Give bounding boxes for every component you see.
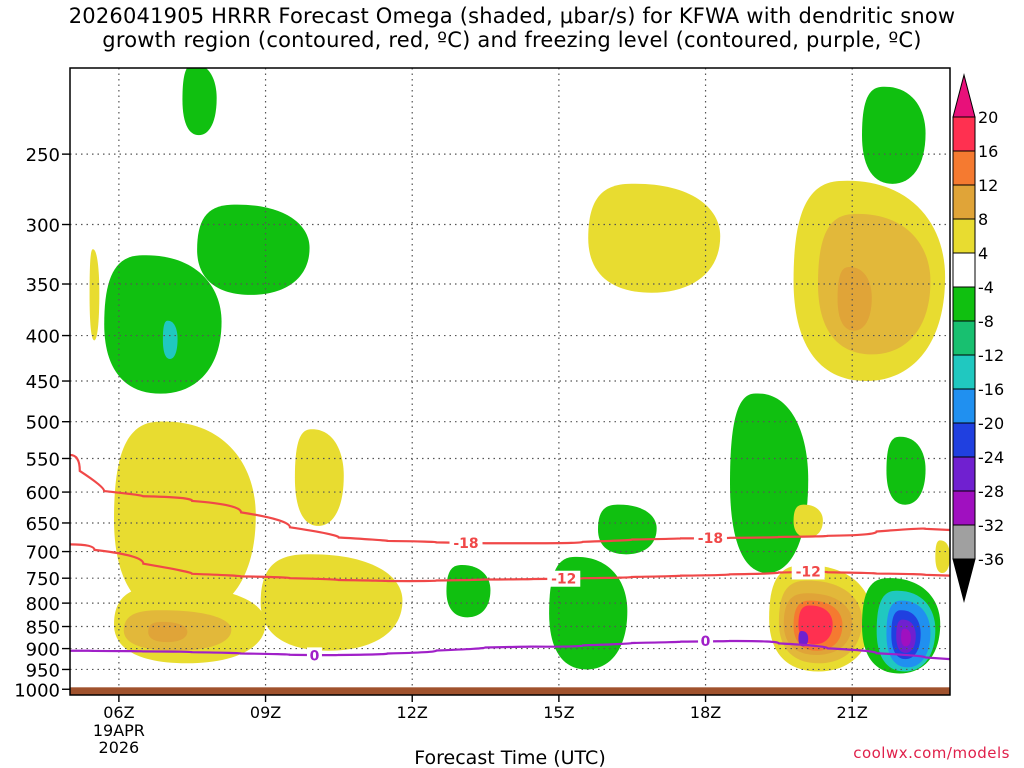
omega-region--12: [162, 320, 178, 359]
colorbar-label--16: -16: [978, 380, 1004, 399]
x-tick-label-15Z: 15Z: [543, 703, 574, 722]
contour-line--12: [70, 543, 950, 583]
x-tick-label-21Z: 21Z: [837, 703, 868, 722]
contour-label-0: 0: [701, 634, 711, 650]
omega-region--24: [798, 631, 809, 647]
y-tick-label-750: 750: [26, 569, 60, 590]
colorbar-top-arrow: [952, 73, 976, 118]
colorbar-label-8: 8: [978, 210, 988, 229]
colorbar-segment-0: [952, 116, 976, 152]
contour-label--12: -12: [551, 572, 576, 588]
omega-region--8: [182, 68, 217, 136]
contour-label-bg: [698, 633, 714, 650]
omega-region--8: [886, 436, 926, 505]
y-tick-label-550: 550: [26, 449, 60, 470]
colorbar-label--8: -8: [978, 312, 994, 331]
omega-region--28: [901, 628, 911, 647]
colorbar-label--32: -32: [978, 516, 1004, 535]
colorbar-label--12: -12: [978, 346, 1004, 365]
x-tick-label-06Z: 06Z: [103, 703, 134, 722]
title-line-1: 2026041905 HRRR Forecast Omega (shaded, …: [68, 4, 956, 28]
colorbar-label--24: -24: [978, 448, 1004, 467]
x-tick-label-09Z: 09Z: [250, 703, 281, 722]
surface-ground: [70, 687, 950, 695]
omega-region-4: [114, 421, 256, 618]
omega-region--8: [730, 393, 809, 574]
contour-label-0: 0: [310, 648, 320, 664]
y-tick-label-850: 850: [26, 618, 60, 639]
y-tick-label-700: 700: [26, 543, 60, 564]
contour-line-0: [70, 639, 950, 661]
x-date-label: 2026: [99, 738, 140, 757]
contour-label-bg: [547, 570, 581, 587]
colorbar-label-12: 12: [978, 176, 998, 195]
colorbar-segment-2: [952, 184, 976, 220]
contour-label-bg: [693, 530, 727, 547]
colorbar-segment-11: [952, 490, 976, 526]
omega-region-4: [588, 183, 721, 293]
colorbar-segment-10: [952, 456, 976, 492]
y-tick-label-300: 300: [26, 216, 60, 237]
omega-region-4: [260, 554, 403, 651]
y-tick-label-350: 350: [26, 275, 60, 296]
x-date-label: 19APR: [93, 721, 145, 740]
omega-shading: [89, 68, 950, 674]
omega-region--8: [598, 504, 657, 555]
x-axis-label: Forecast Time (UTC): [414, 747, 605, 768]
contour-label-bg: [791, 563, 825, 580]
temperature-contours: -18 -18 -12 -12 0 0: [70, 453, 950, 664]
colorbar-label--20: -20: [978, 414, 1004, 433]
colorbar-label--4: -4: [978, 278, 994, 297]
y-tick-label-500: 500: [26, 413, 60, 434]
omega-region-4: [294, 429, 344, 526]
colorbar-label-20: 20: [978, 108, 998, 127]
omega-region--8: [104, 255, 222, 394]
colorbar-segment-8: [952, 388, 976, 424]
y-tick-label-1000: 1000: [14, 680, 60, 701]
omega-region-4: [89, 249, 100, 341]
contour-label--18: -18: [698, 531, 723, 547]
chart-title: 2026041905 HRRR Forecast Omega (shaded, …: [0, 4, 1024, 52]
contour-label--12: -12: [796, 564, 821, 580]
colorbar-label--36: -36: [978, 550, 1004, 569]
colorbar-label--28: -28: [978, 482, 1004, 501]
y-tick-label-950: 950: [26, 660, 60, 681]
colorbar-label-4: 4: [978, 244, 988, 263]
colorbar-segment-1: [952, 150, 976, 186]
contour-label--18: -18: [453, 536, 478, 552]
colorbar-segment-9: [952, 422, 976, 458]
x-tick-label-12Z: 12Z: [397, 703, 428, 722]
omega-region-4: [793, 504, 823, 538]
y-tick-label-600: 600: [26, 483, 60, 504]
y-tick-label-250: 250: [26, 145, 60, 166]
colorbar-segment-4: [952, 252, 976, 288]
contour-label-bg: [306, 647, 322, 664]
omega-region--8: [446, 565, 491, 618]
title-line-2: growth region (contoured, red, ºC) and f…: [102, 28, 922, 52]
colorbar: 20 16 12 8 4 -4 -8 -12 -16 -20 -24 -28 -32 -36: [952, 73, 1004, 603]
colorbar-segment-5: [952, 286, 976, 322]
y-axis: 2503003504004505005506006507007508008509…: [14, 145, 70, 701]
colorbar-segment-6: [952, 320, 976, 356]
x-tick-label-18Z: 18Z: [690, 703, 721, 722]
colorbar-segment-3: [952, 218, 976, 254]
colorbar-segment-12: [952, 524, 976, 560]
omega-region-4: [935, 540, 950, 574]
colorbar-label-16: 16: [978, 142, 998, 161]
colorbar-bottom-arrow: [952, 558, 976, 603]
contour-label-bg: [449, 535, 483, 552]
omega-region--8: [197, 204, 310, 295]
grid-lines: [70, 68, 950, 695]
y-tick-label-650: 650: [26, 514, 60, 535]
credit-text[interactable]: coolwx.com/models: [853, 744, 1010, 762]
y-tick-label-450: 450: [26, 372, 60, 393]
colorbar-segment-7: [952, 354, 976, 390]
y-tick-label-900: 900: [26, 640, 60, 661]
y-tick-label-400: 400: [26, 327, 60, 348]
omega-region--8: [862, 86, 926, 184]
omega-region-12: [837, 267, 872, 331]
y-tick-label-800: 800: [26, 594, 60, 615]
